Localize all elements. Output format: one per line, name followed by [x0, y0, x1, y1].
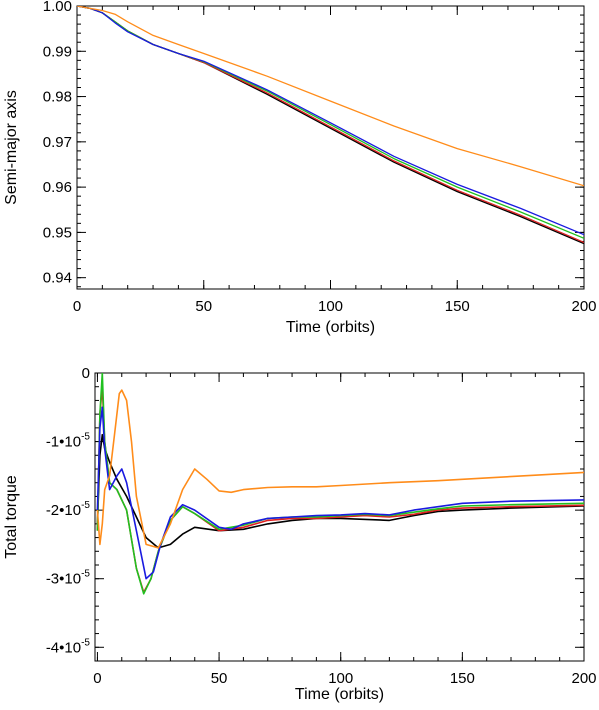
- bottom-x-tick-label: 150: [450, 670, 475, 687]
- bottom-series-line-3: [96, 406, 584, 580]
- bottom-x-axis-label: Time (orbits): [295, 686, 384, 703]
- bottom-x-tick-label: 200: [571, 670, 596, 687]
- bottom-plot-frame: [94, 372, 585, 662]
- top-y-tick-label: 0.96: [43, 179, 72, 196]
- top-x-tick-label: 200: [571, 298, 596, 315]
- bottom-x-tick-label: 100: [328, 670, 353, 687]
- top-y-tick-label: 0.94: [43, 270, 72, 287]
- bottom-series-group: [96, 373, 584, 595]
- top-y-tick-label: 0.95: [43, 224, 72, 241]
- bottom-y-tick-label: -4•10-5: [46, 637, 91, 656]
- bottom-x-tick-label: 50: [211, 670, 228, 687]
- bottom-y-tick-label: -2•10-5: [46, 500, 91, 519]
- top-y-tick-label: 0.97: [43, 134, 72, 151]
- bottom-x-tick-label: 0: [93, 670, 101, 687]
- top-series-line-3: [77, 6, 584, 236]
- bottom-y-tick-label: -3•10-5: [46, 569, 91, 588]
- top-y-tick-label: 0.98: [43, 89, 72, 106]
- bottom-chart: 0 50 100 150 200 0 -1•10-5 -2•10-5 -3•10-5 -4•10-…: [3, 365, 597, 703]
- bottom-series-line-4: [96, 389, 584, 549]
- top-x-tick-label: 0: [73, 298, 81, 315]
- top-series-line-4: [77, 6, 584, 187]
- top-x-tick-label: 100: [318, 298, 343, 315]
- top-x-tick-label: 50: [195, 298, 212, 315]
- bottom-y-tick-label: 0: [82, 365, 90, 382]
- top-series-group: [77, 6, 584, 245]
- bottom-series-line-0: [96, 433, 584, 549]
- top-plot-frame: [76, 5, 585, 290]
- bottom-series-line-2: [96, 373, 584, 595]
- bottom-y-tick-label: -1•10-5: [46, 432, 91, 451]
- bottom-series-line-1: [96, 385, 584, 594]
- bottom-y-axis-label: Total torque: [3, 475, 20, 559]
- top-chart: 0 50 100 150 200 0.94 0.95 0.96 0.97 0.98 0.99 1.00…: [3, 0, 597, 336]
- top-y-axis-label: Semi-major axis: [3, 90, 20, 205]
- top-x-axis-label: Time (orbits): [286, 319, 375, 336]
- top-y-tick-label: 1.00: [43, 0, 72, 15]
- top-x-tick-label: 150: [445, 298, 470, 315]
- top-y-tick-label: 0.99: [43, 43, 72, 60]
